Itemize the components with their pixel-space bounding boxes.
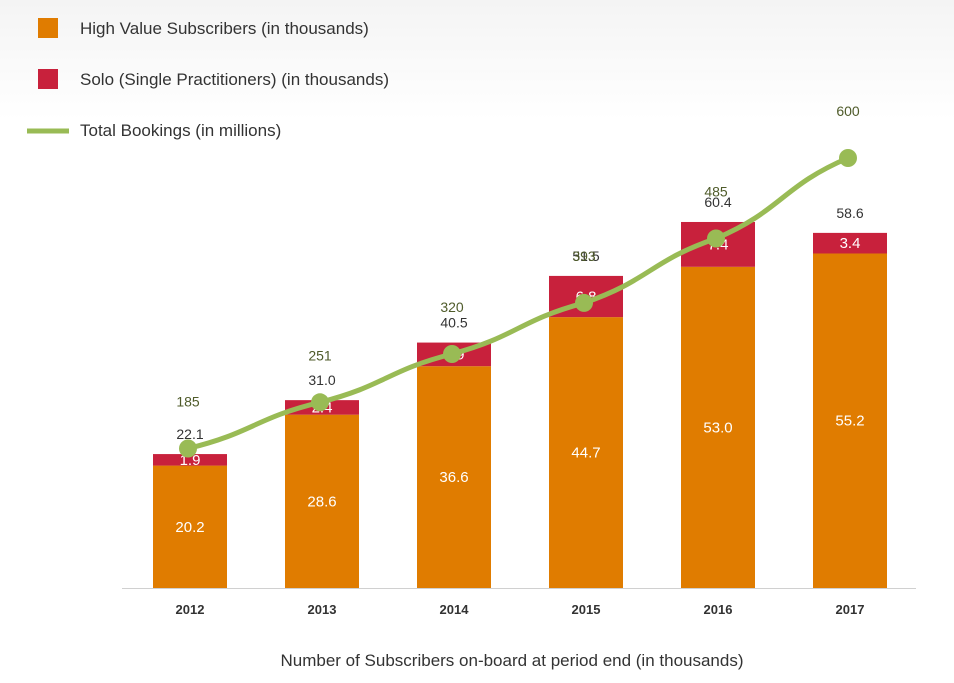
x-tick-2012: 2012 bbox=[176, 602, 205, 617]
label-solo-2017: 3.4 bbox=[840, 235, 861, 252]
x-axis-title: Number of Subscribers on-board at period… bbox=[280, 651, 743, 670]
legend-swatch-1 bbox=[38, 69, 58, 89]
label-bookings-2014: 320 bbox=[440, 299, 464, 315]
x-tick-2015: 2015 bbox=[572, 602, 601, 617]
label-bar-total-2016: 60.4 bbox=[704, 194, 731, 210]
bookings-point-2013 bbox=[311, 393, 329, 412]
x-tick-2013: 2013 bbox=[308, 602, 337, 617]
bar-high-value-2017 bbox=[813, 253, 887, 588]
bar-high-value-2013 bbox=[285, 414, 359, 588]
bar-high-value-2014 bbox=[417, 366, 491, 588]
bookings-line-layer: 185 251 320 393 485 600 bbox=[176, 103, 860, 458]
label-bookings-2017: 600 bbox=[836, 103, 860, 119]
label-bar-total-2014: 40.5 bbox=[440, 315, 467, 331]
legend-label-2: Total Bookings (in millions) bbox=[80, 121, 281, 140]
label-high-value-2017: 55.2 bbox=[835, 413, 864, 430]
bar-high-value-2016 bbox=[681, 266, 755, 588]
x-tick-2014: 2014 bbox=[440, 602, 470, 617]
label-bar-total-2015: 51.5 bbox=[572, 248, 599, 264]
legend-label-0: High Value Subscribers (in thousands) bbox=[80, 19, 369, 38]
bookings-point-2014 bbox=[443, 345, 461, 363]
bookings-line bbox=[185, 155, 851, 451]
label-bar-total-2017: 58.6 bbox=[836, 205, 863, 221]
bookings-point-2015 bbox=[575, 293, 593, 312]
label-bookings-2015: 393 bbox=[572, 248, 596, 264]
label-bookings-2013: 251 bbox=[308, 347, 332, 363]
label-high-value-2014: 36.6 bbox=[439, 469, 468, 486]
bar-solo-2017 bbox=[813, 232, 887, 254]
label-bookings-2016: 485 bbox=[704, 184, 728, 200]
label-bar-total-2012: 22.1 bbox=[176, 426, 203, 442]
label-bar-total-2013: 31.0 bbox=[308, 372, 335, 388]
x-tick-2017: 2017 bbox=[836, 602, 865, 617]
label-bookings-2012: 185 bbox=[176, 394, 200, 410]
x-tick-2016: 2016 bbox=[704, 602, 733, 617]
label-high-value-2013: 28.6 bbox=[307, 493, 336, 510]
label-high-value-2016: 53.0 bbox=[703, 419, 732, 436]
label-high-value-2015: 44.7 bbox=[571, 445, 600, 462]
bar-high-value-2012 bbox=[153, 465, 227, 588]
bar-solo-2012 bbox=[153, 454, 227, 466]
bookings-point-2016 bbox=[707, 229, 725, 248]
legend: High Value Subscribers (in thousands) Sol… bbox=[27, 18, 389, 140]
label-high-value-2012: 20.2 bbox=[175, 519, 204, 536]
x-tick-labels: 2012 2013 2014 2015 2016 2017 bbox=[176, 602, 865, 617]
legend-swatch-0 bbox=[38, 18, 58, 38]
bookings-point-2012 bbox=[179, 439, 197, 458]
legend-label-1: Solo (Single Practitioners) (in thousand… bbox=[80, 70, 389, 89]
bars-layer: 20.21.922.128.62.431.036.63.940.544.76.8… bbox=[153, 194, 887, 588]
header-background bbox=[0, 0, 954, 120]
bar-high-value-2015 bbox=[549, 317, 623, 588]
bookings-point-2017 bbox=[839, 149, 857, 167]
